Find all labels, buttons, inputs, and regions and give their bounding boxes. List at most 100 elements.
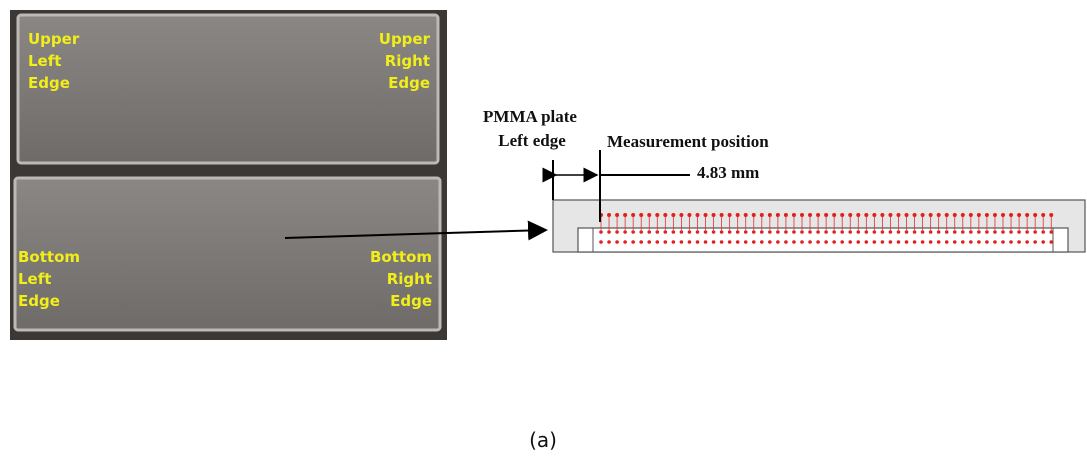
measure-point: [615, 230, 619, 234]
measure-point: [961, 213, 965, 217]
measure-point: [647, 213, 651, 217]
measure-point: [639, 213, 643, 217]
photo-label: Edge: [390, 292, 432, 310]
photo-label: Edge: [28, 74, 70, 92]
measure-point: [744, 230, 748, 234]
caption: (a): [529, 428, 557, 452]
measure-point: [728, 230, 732, 234]
photo-label: Left: [28, 52, 61, 70]
measure-point: [945, 213, 949, 217]
measure-point: [800, 213, 804, 217]
measure-point: [655, 240, 659, 244]
measure-point: [631, 230, 635, 234]
measure-point: [929, 240, 933, 244]
measure-point: [1033, 230, 1037, 234]
measure-point: [913, 230, 917, 234]
measure-point: [1041, 230, 1045, 234]
distance-label: 4.83 mm: [697, 163, 759, 182]
measure-point: [1001, 240, 1005, 244]
measure-point: [913, 240, 917, 244]
measure-point: [937, 213, 941, 217]
measure-point: [680, 240, 684, 244]
measure-point: [679, 213, 683, 217]
measure-point: [695, 213, 699, 217]
measure-point: [856, 230, 860, 234]
measure-point: [840, 213, 844, 217]
measure-point: [647, 240, 651, 244]
measure-point: [921, 240, 925, 244]
measure-point: [768, 240, 772, 244]
measure-point: [688, 240, 692, 244]
measure-point: [623, 213, 627, 217]
measure-point: [888, 213, 892, 217]
measure-point: [929, 230, 933, 234]
measure-point: [776, 213, 780, 217]
measure-point: [881, 230, 885, 234]
measure-point: [929, 213, 933, 217]
measure-point: [599, 240, 603, 244]
measure-point: [704, 213, 708, 217]
measure-point: [937, 230, 941, 234]
measure-point: [945, 240, 949, 244]
measure-point: [672, 230, 676, 234]
measure-point: [776, 230, 780, 234]
measure-point: [736, 213, 740, 217]
measure-point: [623, 230, 627, 234]
measure-point: [744, 213, 748, 217]
measure-point: [832, 230, 836, 234]
measure-point: [720, 230, 724, 234]
measure-point: [1009, 230, 1013, 234]
measure-point: [1033, 213, 1037, 217]
measure-point: [800, 230, 804, 234]
measure-point: [921, 213, 925, 217]
measure-point: [824, 213, 828, 217]
measure-point: [993, 230, 997, 234]
measure-point: [824, 230, 828, 234]
measure-point: [615, 213, 619, 217]
measure-point: [985, 240, 989, 244]
measure-point: [728, 240, 732, 244]
measure-point: [864, 213, 868, 217]
measure-point: [800, 240, 804, 244]
measure-point: [687, 213, 691, 217]
measure-point: [896, 213, 900, 217]
measure-point: [945, 230, 949, 234]
measure-point: [881, 240, 885, 244]
measure-point: [816, 240, 820, 244]
measure-point: [985, 213, 989, 217]
measure-point: [792, 240, 796, 244]
measure-point: [631, 240, 635, 244]
measure-point: [712, 240, 716, 244]
measure-point: [808, 213, 812, 217]
photo-label: Upper: [28, 30, 80, 48]
measure-point: [961, 240, 965, 244]
measure-point: [607, 240, 611, 244]
measure-point: [1009, 240, 1013, 244]
measure-point: [969, 230, 973, 234]
measure-point: [993, 240, 997, 244]
measure-point: [848, 240, 852, 244]
measure-point: [1041, 240, 1045, 244]
measure-point: [993, 213, 997, 217]
measure-point: [680, 230, 684, 234]
photo-label: Left: [18, 270, 51, 288]
measure-point: [1049, 240, 1053, 244]
measure-point: [985, 230, 989, 234]
measure-point: [1041, 213, 1045, 217]
measure-point: [599, 230, 603, 234]
measure-point: [712, 230, 716, 234]
measure-point: [808, 230, 812, 234]
measure-point: [913, 213, 917, 217]
measure-point: [664, 240, 668, 244]
measure-point: [1025, 240, 1029, 244]
measure-point: [816, 230, 820, 234]
measure-point: [615, 240, 619, 244]
measure-point: [671, 213, 675, 217]
measure-point: [880, 213, 884, 217]
measure-point: [623, 240, 627, 244]
measure-point: [760, 240, 764, 244]
measure-point: [905, 213, 909, 217]
measure-point: [1009, 213, 1013, 217]
measure-point: [977, 230, 981, 234]
measure-point: [856, 213, 860, 217]
